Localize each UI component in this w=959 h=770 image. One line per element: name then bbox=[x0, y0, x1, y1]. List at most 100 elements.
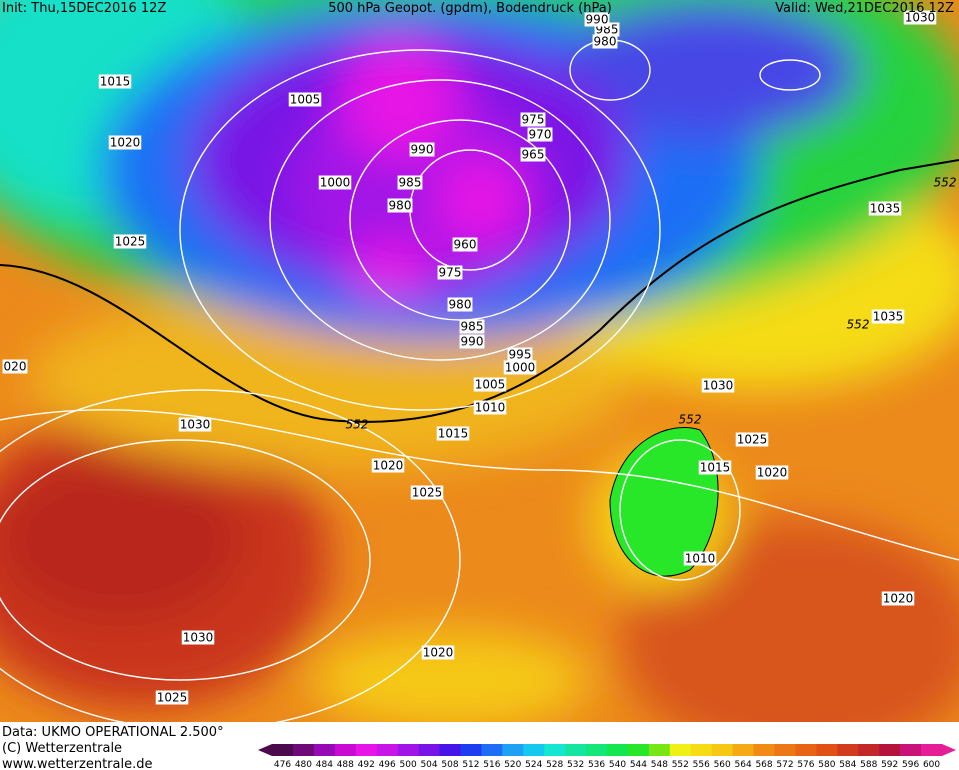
isobar-label-box bbox=[155, 690, 189, 705]
isobar-label-box bbox=[735, 432, 769, 447]
isobar-label: 1025 bbox=[157, 691, 188, 705]
colorbar-label: 600 bbox=[923, 760, 940, 770]
isobar-label-box bbox=[410, 485, 444, 500]
isobar-label: 1020 bbox=[757, 466, 788, 480]
colorbar-swatch bbox=[376, 744, 399, 756]
colorbar-label: 484 bbox=[316, 760, 333, 770]
colorbar-swatch bbox=[481, 744, 503, 756]
colorbar-swatch bbox=[711, 744, 734, 756]
isobar-label: 020 bbox=[4, 360, 27, 374]
contour-label: 552 bbox=[679, 413, 702, 427]
colorbar-swatch bbox=[921, 744, 943, 756]
isobar-label-box bbox=[459, 334, 485, 349]
isobar-label: 990 bbox=[461, 335, 484, 349]
isobar-label: 1010 bbox=[685, 552, 716, 566]
colorbar-label: 524 bbox=[525, 760, 542, 770]
colorbar-label: 592 bbox=[881, 760, 898, 770]
colorbar-label: 544 bbox=[630, 760, 647, 770]
isobar-label: 980 bbox=[389, 199, 412, 213]
colorbar-swatch bbox=[690, 744, 713, 756]
isobar-label: 995 bbox=[509, 348, 532, 362]
colorbar-label: 588 bbox=[860, 760, 877, 770]
colorbar-swatch bbox=[313, 744, 336, 756]
isobar-label-box bbox=[437, 265, 463, 280]
isobar-label-box bbox=[436, 426, 470, 441]
colorbar-label: 516 bbox=[483, 760, 500, 770]
colorbar-swatch bbox=[460, 744, 482, 756]
isobar-label: 1010 bbox=[475, 401, 506, 415]
isobar-label: 1030 bbox=[183, 631, 214, 645]
valid-time: Valid: Wed,21DEC2016 12Z bbox=[775, 1, 954, 16]
isobar-label: 965 bbox=[522, 148, 545, 162]
colorbar-swatch bbox=[523, 744, 545, 756]
isobar-label-box bbox=[452, 237, 478, 252]
colorbar-swatch bbox=[439, 744, 461, 756]
isobar-label-box bbox=[698, 460, 732, 475]
map-title: 500 hPa Geopot. (gpdm), Bodendruck (hPa) bbox=[328, 1, 612, 16]
isobar-label-box bbox=[288, 92, 322, 107]
colorbar-label: 536 bbox=[588, 760, 605, 770]
isobar-label-box bbox=[755, 465, 789, 480]
init-time: Init: Thu,15DEC2016 12Z bbox=[2, 1, 166, 16]
isobar-label: 1000 bbox=[320, 176, 351, 190]
isobar-label: 1005 bbox=[290, 93, 321, 107]
colorbar-label: 504 bbox=[420, 760, 437, 770]
isobar-label: 1015 bbox=[700, 461, 731, 475]
colorbar-label: 528 bbox=[546, 760, 563, 770]
isobar-label: 1025 bbox=[737, 433, 768, 447]
colorbar-label: 556 bbox=[693, 760, 710, 770]
isobar-label-box bbox=[881, 591, 915, 606]
isobar-label: 1000 bbox=[505, 361, 536, 375]
colorbar-label: 532 bbox=[567, 760, 584, 770]
isobar-label: 1030 bbox=[703, 379, 734, 393]
isobar-label-box bbox=[683, 551, 717, 566]
isobar-label-box bbox=[520, 112, 546, 127]
colorbar-swatch bbox=[292, 744, 315, 756]
isobar-label: 990 bbox=[586, 13, 609, 27]
colorbar-label: 572 bbox=[776, 760, 793, 770]
colorbar-label: 492 bbox=[358, 760, 375, 770]
contour-label: 552 bbox=[346, 418, 369, 432]
isobar-label: 985 bbox=[461, 320, 484, 334]
colorbar-label: 564 bbox=[735, 760, 752, 770]
colorbar-label: 496 bbox=[379, 760, 396, 770]
colorbar-swatch bbox=[858, 744, 880, 756]
colorbar-swatch bbox=[795, 744, 817, 756]
isobar-label: 1035 bbox=[870, 202, 901, 216]
colorbar-label: 580 bbox=[818, 760, 835, 770]
colorbar-swatch bbox=[418, 744, 440, 756]
isobar-label-box bbox=[871, 309, 905, 324]
colorbar-label: 480 bbox=[295, 760, 312, 770]
colorbar-swatch bbox=[816, 744, 838, 756]
isobar-label: 985 bbox=[399, 176, 422, 190]
isobar-label-box bbox=[113, 234, 147, 249]
isobar-label-box bbox=[503, 360, 537, 375]
isobar-label: 1015 bbox=[100, 75, 131, 89]
isobar-label: 970 bbox=[529, 128, 552, 142]
colorbar-swatch bbox=[397, 744, 420, 756]
isobar-label-box bbox=[473, 400, 507, 415]
colorbar-swatch bbox=[900, 744, 922, 756]
isobar-label-box bbox=[701, 378, 735, 393]
colorbar-swatch bbox=[753, 744, 775, 756]
isobar-label-box bbox=[181, 630, 215, 645]
colorbar-label: 576 bbox=[797, 760, 814, 770]
isobar-label-box bbox=[903, 10, 937, 25]
copyright: (C) Wetterzentrale bbox=[2, 741, 122, 756]
colorbar-swatch bbox=[837, 744, 859, 756]
isobar-label: 980 bbox=[449, 298, 472, 312]
colorbar-swatch bbox=[272, 744, 294, 756]
isobars bbox=[0, 39, 959, 731]
colorbar-swatch bbox=[669, 744, 692, 756]
isobar-label-box bbox=[108, 135, 142, 150]
isobar-label: 975 bbox=[439, 266, 462, 280]
colorbar-swatch bbox=[355, 744, 378, 756]
colorbar-label: 500 bbox=[400, 760, 417, 770]
colorbar-swatch bbox=[607, 744, 629, 756]
colorbar-swatch bbox=[565, 744, 587, 756]
isobar-label-box bbox=[371, 458, 405, 473]
isobar-label: 1005 bbox=[475, 378, 506, 392]
isobar-label: 990 bbox=[411, 143, 434, 157]
colorbar-swatch bbox=[502, 744, 524, 756]
